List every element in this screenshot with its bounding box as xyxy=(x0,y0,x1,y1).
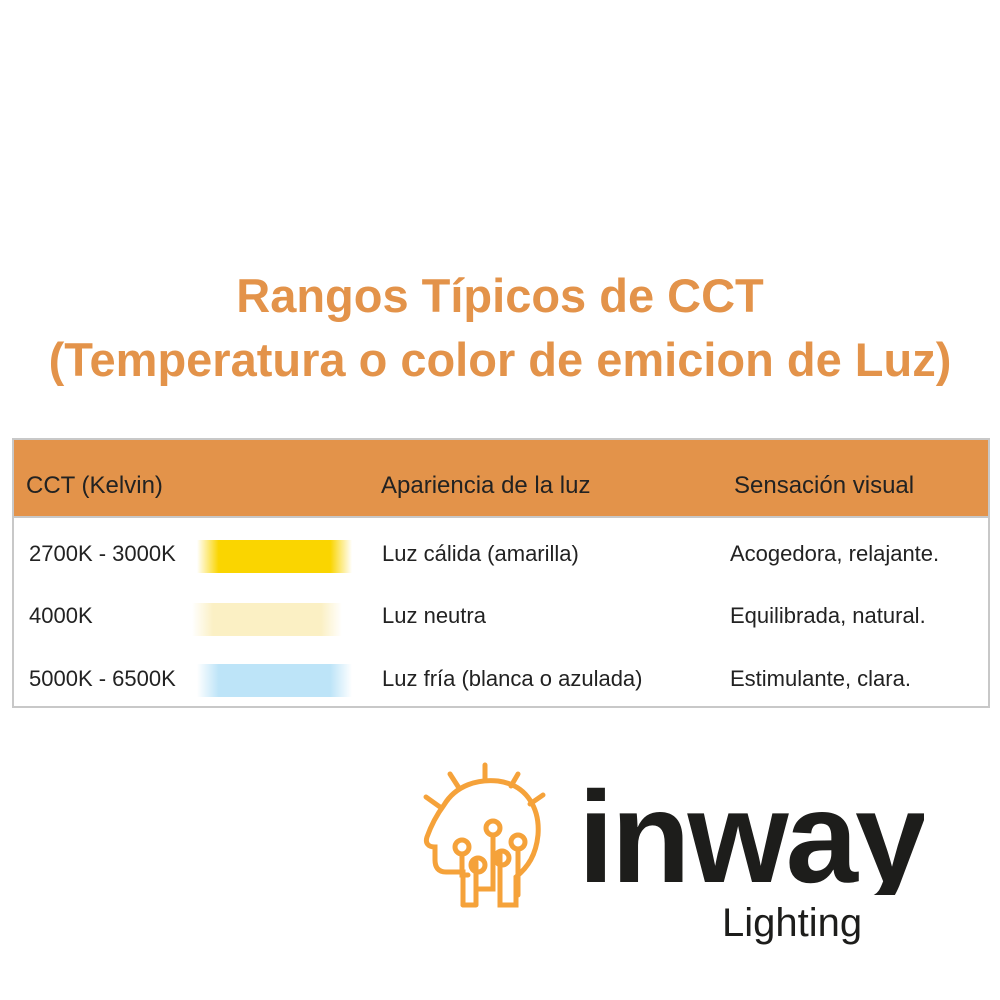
cct-value: 5000K - 6500K xyxy=(29,666,176,691)
head-circuit-bulb-icon xyxy=(423,762,546,908)
sensation-value: Estimulante, clara. xyxy=(730,666,911,691)
cct-value: 2700K - 3000K xyxy=(29,541,176,566)
header-sensation: Sensación visual xyxy=(734,472,915,499)
cct-value: 4000K xyxy=(29,603,93,628)
table-header: CCT (Kelvin) Apariencia de la luz Sensac… xyxy=(14,440,988,518)
header-cct: CCT (Kelvin) xyxy=(26,472,163,499)
color-swatch-cool xyxy=(197,664,352,697)
page-title: Rangos Típicos de CCT (Temperatura o col… xyxy=(0,264,1000,392)
logo-wordmark: inway xyxy=(578,780,925,895)
cct-table: CCT (Kelvin) Apariencia de la luz Sensac… xyxy=(12,438,990,708)
sensation-value: Acogedora, relajante. xyxy=(730,541,940,566)
color-swatch-neutral xyxy=(192,603,342,636)
appearance-value: Luz neutra xyxy=(382,603,486,628)
title-line-2: (Temperatura o color de emicion de Luz) xyxy=(48,333,952,386)
color-swatch-warm xyxy=(197,540,352,573)
header-appearance: Apariencia de la luz xyxy=(381,472,591,499)
logo-tagline: Lighting xyxy=(722,901,863,945)
appearance-value: Luz fría (blanca o azulada) xyxy=(382,666,643,691)
appearance-value: Luz cálida (amarilla) xyxy=(382,541,579,566)
sensation-value: Equilibrada, natural. xyxy=(730,603,926,628)
title-line-1: Rangos Típicos de CCT xyxy=(236,269,764,322)
